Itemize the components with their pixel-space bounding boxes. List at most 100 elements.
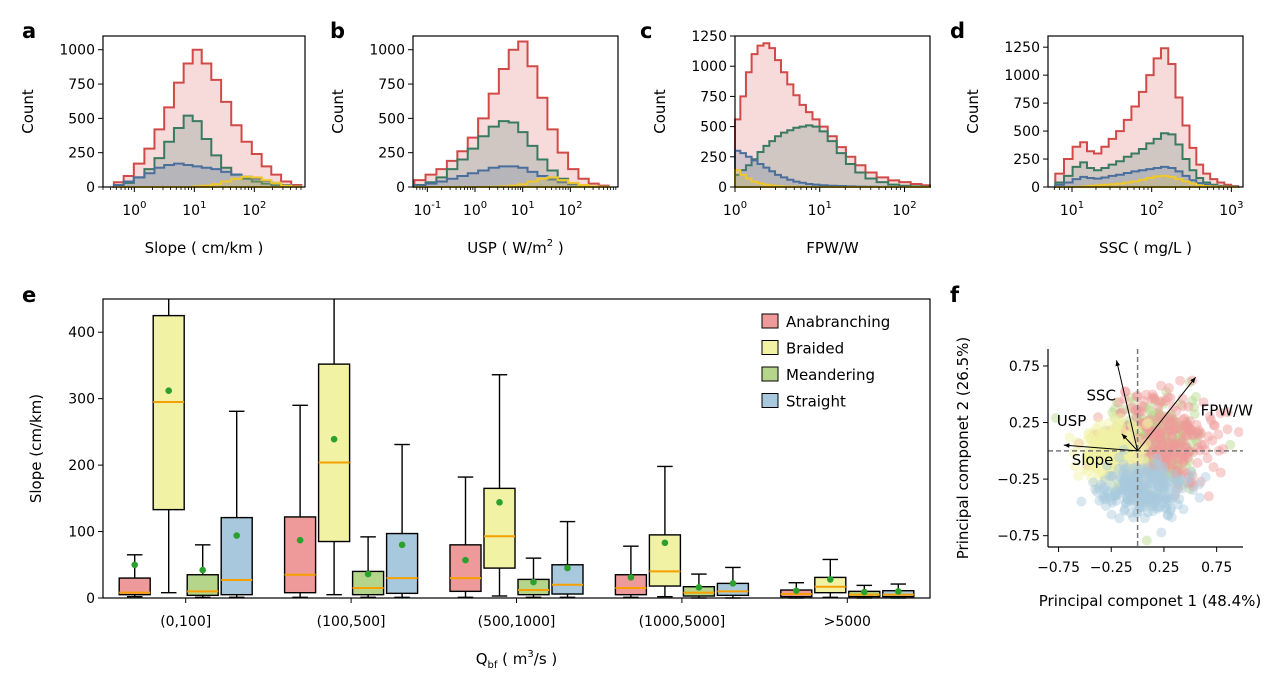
scatter-point [1085, 433, 1096, 444]
scatter-point [1105, 451, 1116, 462]
scatter-point [1086, 473, 1097, 484]
x-tick-label: 103 [1219, 200, 1243, 219]
scatter-point [1164, 495, 1175, 506]
scatter-point [1137, 463, 1148, 474]
scatter-point [1120, 481, 1131, 492]
scatter-point [1144, 449, 1155, 460]
scatter-point [1139, 479, 1150, 490]
scatter-point [1121, 464, 1132, 475]
scatter-point [1119, 459, 1130, 470]
scatter-point [1154, 493, 1165, 504]
scatter-point [1213, 429, 1224, 440]
scatter-point [1165, 392, 1176, 403]
scatter-point [1131, 493, 1142, 504]
scatter-point [1154, 429, 1165, 440]
y-axis-label: Count [964, 89, 982, 134]
scatter-point [1158, 437, 1169, 448]
scatter-point [1167, 449, 1178, 460]
scatter-point [1152, 503, 1163, 514]
scatter-point [1153, 470, 1164, 481]
scatter-point [1185, 477, 1196, 488]
scatter-point [1119, 463, 1130, 474]
scatter-point [1120, 497, 1131, 508]
hist-series-all-rivers [413, 40, 610, 188]
scatter-point [1138, 467, 1149, 478]
scatter-point [1111, 421, 1122, 432]
scatter-point [1141, 422, 1152, 433]
scatter-point [1133, 460, 1144, 471]
scatter-point [1163, 510, 1174, 521]
scatter-point [1152, 453, 1163, 464]
scatter-point [1089, 441, 1100, 452]
scatter-point [1143, 405, 1154, 416]
scatter-point [1112, 434, 1123, 445]
scatter-point [1139, 460, 1150, 471]
scatter-point [1183, 446, 1194, 457]
arrow-head [1190, 377, 1196, 384]
scatter-point [1111, 456, 1122, 467]
scatter-point [1151, 439, 1162, 450]
scatter-point [1155, 492, 1166, 503]
y-tick-label: −0.75 [997, 529, 1040, 545]
scatter-point [1149, 437, 1160, 448]
scatter-point [1115, 474, 1126, 485]
scatter-point [1089, 437, 1100, 448]
scatter-point [1088, 426, 1099, 437]
scatter-point [1176, 420, 1187, 431]
scatter-point [1174, 464, 1185, 475]
scatter-point [1165, 424, 1176, 435]
scatter-point [1088, 477, 1099, 488]
scatter-point [1121, 459, 1132, 470]
scatter-point [1153, 402, 1164, 413]
scatter-point [1120, 458, 1131, 469]
scatter-point [1182, 420, 1193, 431]
scatter-point [1111, 424, 1122, 435]
scatter-point [1153, 472, 1164, 483]
scatter-point [1094, 471, 1105, 482]
scatter-point [1127, 451, 1138, 462]
scatter-point [1122, 458, 1133, 469]
scatter-point [1095, 441, 1106, 452]
scatter-point [1119, 451, 1130, 462]
scatter-point [1125, 476, 1136, 487]
scatter-point [1153, 493, 1164, 504]
scatter-point [1089, 464, 1100, 475]
scatter-point [1113, 417, 1124, 428]
scatter-point [1150, 461, 1161, 472]
scatter-point [1115, 437, 1126, 448]
scatter-point [1152, 473, 1163, 484]
scatter-point [1161, 449, 1172, 460]
scatter-point [1091, 480, 1102, 491]
y-axis-label: Principal componet 2 (26.5%) [954, 337, 972, 559]
scatter-point [1140, 427, 1151, 438]
arrow-shaft [1063, 444, 1138, 452]
scatter-point [1185, 424, 1196, 435]
scatter-point [1164, 442, 1175, 453]
scatter-point [1131, 469, 1142, 480]
y-tick-label: 0.25 [1009, 416, 1040, 432]
scatter-point [1142, 472, 1153, 483]
scatter-point [1139, 455, 1150, 466]
scatter-point [1120, 426, 1131, 437]
scatter-point [1146, 465, 1157, 476]
scatter-point [1200, 445, 1211, 456]
scatter-point [1121, 422, 1132, 433]
scatter-point [1123, 488, 1134, 499]
arrow-head [1115, 360, 1121, 367]
scatter-point [1110, 458, 1121, 469]
scatter-point [1142, 419, 1153, 430]
scatter-point [1141, 483, 1152, 494]
scatter-point [1189, 432, 1200, 443]
scatter-point [1171, 477, 1182, 488]
scatter-point [1100, 450, 1111, 461]
scatter-point [1110, 430, 1121, 441]
scatter-point [1113, 463, 1124, 474]
scatter-point [1147, 498, 1158, 509]
scatter-point [1162, 457, 1173, 468]
scatter-point [1137, 417, 1148, 428]
scatter-point [1176, 425, 1187, 436]
scatter-point [1137, 413, 1148, 424]
scatter-point [1116, 407, 1127, 418]
scatter-point [1174, 454, 1185, 465]
scatter-point [1175, 435, 1186, 446]
